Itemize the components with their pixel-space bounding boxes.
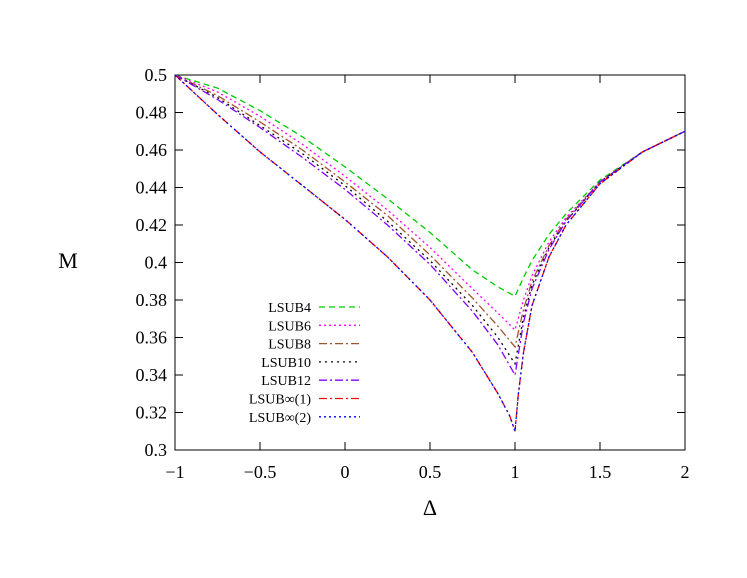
legend-label: LSUB∞(1) — [249, 393, 311, 408]
series-line — [174, 74, 686, 298]
x-tick-label: 0.5 — [419, 462, 442, 482]
y-tick-label: 0.32 — [136, 403, 168, 423]
series-layer — [174, 74, 686, 432]
legend-label: LSUB10 — [261, 356, 311, 371]
y-tick-label: 0.42 — [136, 215, 168, 235]
series-line — [174, 74, 686, 432]
axis-ticks: −1 −0.5 0 0.5 1 1.5 2 0.3 0.32 0.34 0.36 0.38 0.4 0.4… — [136, 65, 690, 482]
legend-label: LSUB4 — [268, 301, 311, 316]
x-axis-label: Δ — [423, 495, 437, 520]
y-axis-label: M — [58, 248, 78, 273]
y-tick-label: 0.46 — [136, 140, 168, 160]
y-tick-label: 0.3 — [145, 440, 168, 460]
x-tick-label: 1 — [511, 462, 520, 482]
series-line — [174, 74, 686, 349]
y-tick-label: 0.34 — [136, 365, 168, 385]
x-tick-label: 2 — [681, 462, 690, 482]
x-tick-label: −1 — [165, 462, 184, 482]
series-line — [174, 74, 686, 332]
y-tick-label: 0.44 — [136, 178, 168, 198]
x-tick-label: 1.5 — [589, 462, 612, 482]
y-tick-label: 0.4 — [145, 253, 168, 273]
legend-label: LSUB∞(2) — [249, 411, 311, 426]
series-line — [174, 74, 686, 432]
y-tick-label: 0.36 — [136, 328, 168, 348]
x-tick-label: −0.5 — [244, 462, 277, 482]
x-tick-label: 0 — [341, 462, 350, 482]
y-tick-label: 0.48 — [136, 103, 168, 123]
legend-label: LSUB12 — [261, 374, 311, 389]
legend: LSUB4 LSUB6 LSUB8 LSUB10 LSUB12 LSUB∞(1) LSUB∞… — [249, 301, 360, 426]
series-line — [174, 74, 686, 366]
legend-label: LSUB8 — [268, 338, 311, 353]
legend-label: LSUB6 — [268, 319, 311, 334]
series-line — [174, 74, 686, 377]
y-tick-label: 0.5 — [145, 65, 168, 85]
y-tick-label: 0.38 — [136, 290, 168, 310]
